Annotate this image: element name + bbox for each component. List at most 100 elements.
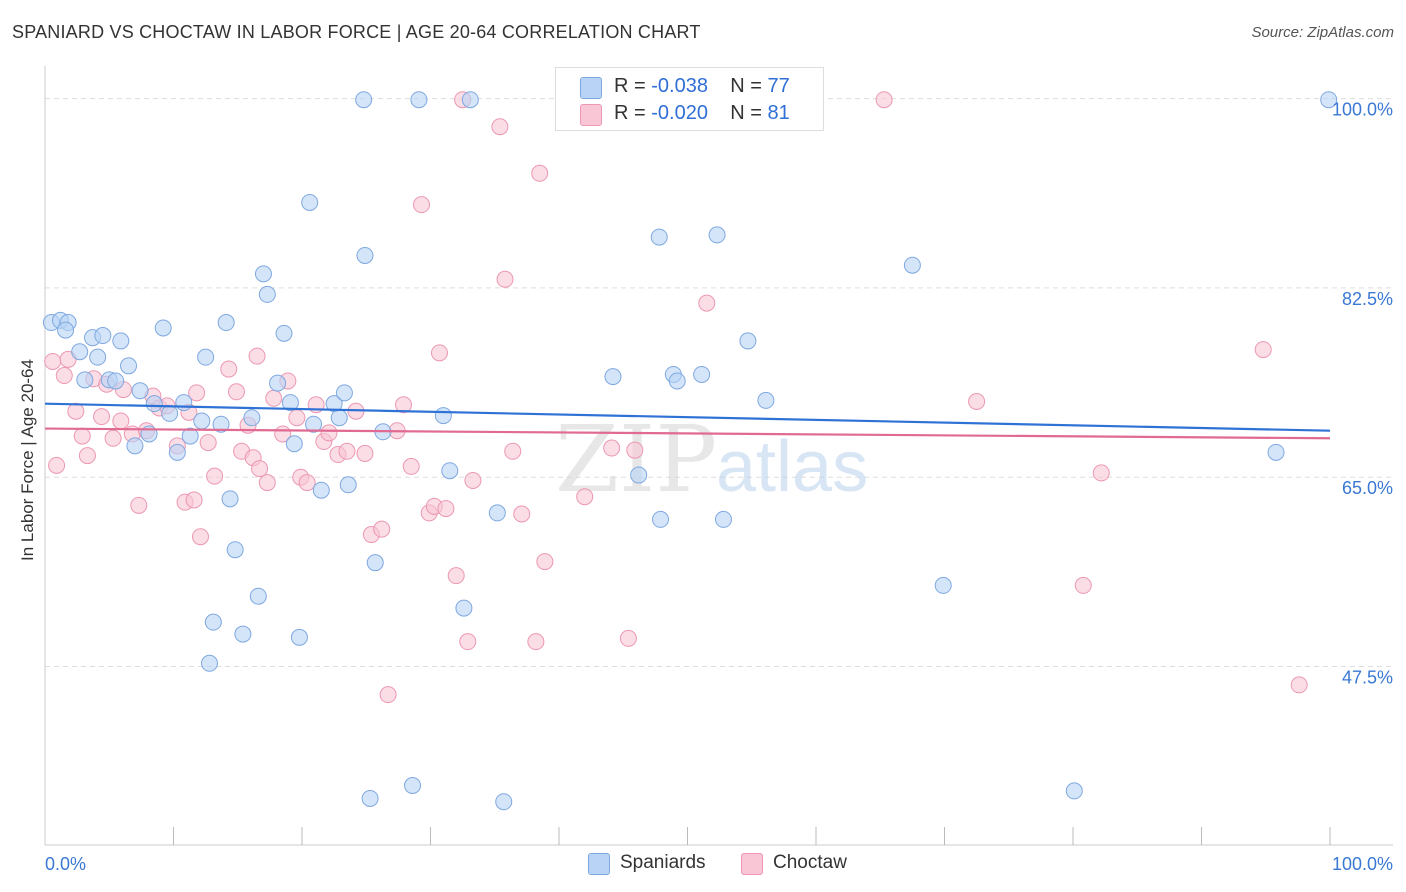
choctaw-point [44,352,62,370]
choctaw-point [320,424,338,442]
choctaw-point [112,412,130,430]
x-tick-label: 100.0% [1332,854,1393,874]
choctaw-point [373,520,391,538]
spaniards-point [89,348,107,366]
choctaw-point [504,442,522,460]
spaniards-point [154,319,172,337]
spaniards-point [57,321,75,339]
watermark-atlas: atlas [716,427,868,507]
legend-spaniards-n-value: 77 [767,75,790,97]
spaniards-point [356,246,374,264]
spaniards-point [221,490,239,508]
choctaw-point [464,471,482,489]
spaniards-point [126,437,144,455]
choctaw-point [626,441,644,459]
spaniards-point [258,285,276,303]
trend-lines [44,402,1331,440]
choctaw-point [265,389,283,407]
spaniards-point [217,314,235,332]
legend-choctaw-n-value: 81 [767,102,790,124]
choctaw-point [199,434,217,452]
choctaw-point [206,467,224,485]
spaniards-point [1320,91,1338,109]
spaniards-point [175,394,193,412]
choctaw-point [447,567,465,585]
spaniards-point [161,404,179,422]
y-tick-label: 65.0% [1342,478,1393,498]
spaniards-point [404,777,422,795]
tick-labels: 47.5% 65.0% 82.5% 100.0% 0.0% 100.0% [45,100,1393,874]
bottom-choctaw-swatch [741,853,763,875]
spaniards-point [708,226,726,244]
choctaw-point [491,118,509,136]
choctaw-point [55,367,73,385]
spaniards-point [226,541,244,559]
spaniards-point [434,407,452,425]
choctaw-point [603,439,621,457]
spaniards-point [461,91,479,109]
legend-choctaw-n-label: N = [730,102,762,124]
spaniards-point [71,343,89,361]
choctaw-point [73,427,91,445]
choctaw-point [185,491,203,509]
y-tick-label: 100.0% [1332,100,1393,120]
spaniards-point [254,265,272,283]
spaniards-point [441,462,459,480]
spaniards-point [275,324,293,342]
y-tick-label: 82.5% [1342,289,1393,309]
spaniards-point [339,476,357,494]
choctaw-point [258,474,276,492]
spaniards-point [1267,443,1285,461]
spaniards-point [934,576,952,594]
choctaw-point [437,500,455,518]
spaniards-point [757,391,775,409]
spaniards-point [120,357,138,375]
choctaw-point [402,457,420,475]
spaniards-points [42,91,1338,811]
spaniards-point [668,372,686,390]
spaniards-point [204,613,222,631]
choctaw-point [104,429,122,447]
spaniards-point [714,510,732,528]
spaniards-point [197,348,215,366]
choctaw-point [1290,676,1308,694]
legend-spaniards-text: R = -0.038 N = 77 [614,75,790,98]
choctaw-point [1074,576,1092,594]
legend-spaniards-r-value: -0.038 [651,75,708,97]
choctaw-point [576,488,594,506]
choctaw-point [968,393,986,411]
spaniards-point [312,481,330,499]
choctaw-point [459,633,477,651]
choctaw-point [531,164,549,182]
spaniards-point [212,415,230,433]
spaniards-point [131,382,149,400]
spaniards-point [366,554,384,572]
spaniards-point [112,332,130,350]
spaniards-point [285,435,303,453]
spaniards-point [290,628,308,646]
spaniards-point [903,256,921,274]
choctaw-point [379,686,397,704]
choctaw-point [1254,341,1272,359]
choctaw-point [875,91,893,109]
spaniards-point [193,412,211,430]
legend-spaniards-n-label: N = [730,75,762,97]
choctaw-point [298,474,316,492]
legend-box: R = -0.038 N = 77 R = -0.020 N = 81 [555,67,824,131]
spaniards-point [94,327,112,345]
spaniards-point [361,789,379,807]
x-tick-label: 0.0% [45,854,86,874]
spaniards-point [234,625,252,643]
spaniards-point [145,395,163,413]
choctaw-point [220,360,238,378]
spaniards-point [301,193,319,211]
choctaw-point [288,409,306,427]
spaniards-point [269,374,287,392]
spaniards-point [181,427,199,445]
legend-choctaw-r-label: R = [614,102,646,124]
choctaw-point [48,456,66,474]
choctaw-points [44,91,1308,704]
choctaw-point [395,396,413,414]
spaniards-point [604,368,622,386]
choctaw-point [227,383,245,401]
